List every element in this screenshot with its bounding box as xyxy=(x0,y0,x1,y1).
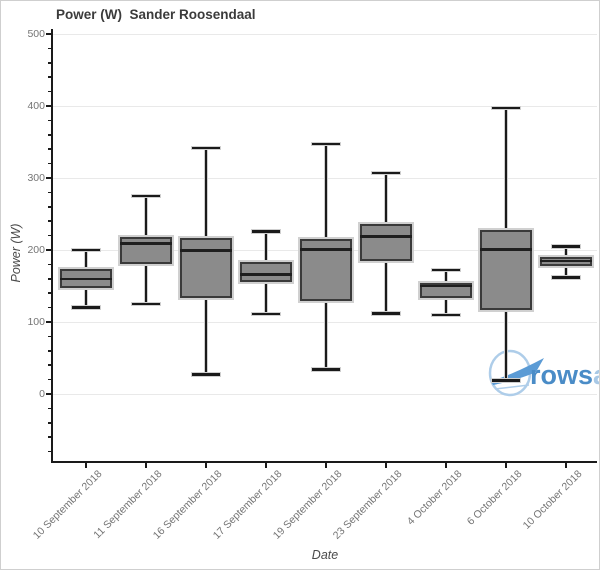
y-minor-tick xyxy=(48,62,53,64)
median-line xyxy=(360,235,412,238)
oar-icon xyxy=(494,384,530,390)
y-major-tick xyxy=(46,393,53,395)
y-minor-tick xyxy=(48,364,53,366)
whisker-cap-min xyxy=(372,312,400,315)
y-major-tick xyxy=(46,321,53,323)
median-line xyxy=(480,248,532,251)
y-minor-tick xyxy=(48,292,53,294)
y-minor-tick xyxy=(48,378,53,381)
whisker-cap-max xyxy=(192,146,220,149)
x-major-tick xyxy=(445,462,447,468)
y-major-tick xyxy=(46,105,53,107)
y-minor-tick xyxy=(48,234,53,237)
whisker-cap-min xyxy=(432,313,460,317)
y-minor-tick xyxy=(48,350,53,352)
y-minor-tick xyxy=(48,206,53,208)
box-iqr xyxy=(360,224,412,261)
median-line xyxy=(420,284,472,288)
y-major-tick xyxy=(46,249,53,251)
whisker-cap-max xyxy=(132,194,160,198)
y-major-tick xyxy=(46,177,53,179)
median-line xyxy=(60,277,112,281)
y-major-tick xyxy=(46,33,53,35)
y-tick-label: 100 xyxy=(27,316,45,328)
median-line xyxy=(180,249,232,252)
y-tick-label: 400 xyxy=(27,100,45,112)
chart-title: Power (W) Sander Roosendaal xyxy=(56,7,256,22)
x-major-tick xyxy=(145,462,147,468)
box-iqr xyxy=(120,237,172,265)
y-gridline xyxy=(53,105,597,107)
y-minor-tick xyxy=(48,191,53,194)
y-minor-tick xyxy=(48,422,53,424)
whisker-cap-max xyxy=(552,245,580,248)
x-axis-spine xyxy=(51,461,597,463)
y-minor-tick xyxy=(48,90,53,93)
whisker-cap-max xyxy=(492,106,520,110)
whisker-cap-max xyxy=(372,171,400,175)
y-minor-tick xyxy=(48,263,53,266)
x-major-tick xyxy=(205,462,207,468)
y-minor-tick xyxy=(48,306,53,309)
y-tick-label: 0 xyxy=(39,388,45,400)
whisker-cap-min xyxy=(552,276,580,279)
median-line xyxy=(300,248,352,251)
y-gridline xyxy=(53,393,597,395)
box-iqr xyxy=(480,229,532,310)
whisker-cap-min xyxy=(192,373,220,376)
whisker-cap-min xyxy=(132,302,160,306)
x-tick-label: 4 October 2018 xyxy=(404,468,465,528)
logo-text-primary: rows xyxy=(530,360,593,390)
y-axis-spine xyxy=(51,29,53,463)
whisker-cap-min xyxy=(72,306,100,309)
x-major-tick xyxy=(385,462,387,468)
x-major-tick xyxy=(565,462,567,468)
y-minor-tick xyxy=(48,119,53,122)
y-minor-tick xyxy=(48,335,53,338)
whisker-cap-max xyxy=(312,142,340,146)
x-major-tick xyxy=(505,462,507,468)
box-iqr xyxy=(180,238,232,299)
median-line xyxy=(540,259,592,263)
y-tick-label: 300 xyxy=(27,172,45,184)
x-major-tick xyxy=(265,462,267,468)
x-axis-title: Date xyxy=(311,548,339,562)
y-gridline xyxy=(53,33,597,35)
y-minor-tick xyxy=(48,436,53,438)
y-minor-tick xyxy=(48,220,53,222)
y-minor-tick xyxy=(48,47,53,50)
whisker-cap-max xyxy=(432,268,460,272)
rowing-boat-icon xyxy=(491,358,544,385)
logo-text: rowsan xyxy=(530,360,600,390)
y-minor-tick xyxy=(48,407,53,410)
y-minor-tick xyxy=(48,134,53,136)
x-major-tick xyxy=(325,462,327,468)
whisker-cap-max xyxy=(72,248,100,252)
rowsandall-logo: rowsan xyxy=(488,349,600,397)
y-minor-tick xyxy=(48,148,53,150)
whisker-cap-min xyxy=(492,379,520,382)
whisker-cap-min xyxy=(252,312,280,316)
box-iqr xyxy=(240,262,292,283)
x-tick-label: 10 October 2018 xyxy=(520,468,585,532)
y-minor-tick xyxy=(48,450,53,453)
y-minor-tick xyxy=(48,76,53,78)
whisker-cap-max xyxy=(252,230,280,233)
median-line xyxy=(120,242,172,245)
logo-text-secondary: an xyxy=(593,360,600,390)
y-tick-label: 500 xyxy=(27,28,45,40)
median-line xyxy=(240,273,292,276)
y-minor-tick xyxy=(48,278,53,280)
y-minor-tick xyxy=(48,162,53,165)
whisker-cap-min xyxy=(312,368,340,371)
x-major-tick xyxy=(85,462,87,468)
y-tick-label: 200 xyxy=(27,244,45,256)
x-tick-label: 6 October 2018 xyxy=(464,468,525,528)
